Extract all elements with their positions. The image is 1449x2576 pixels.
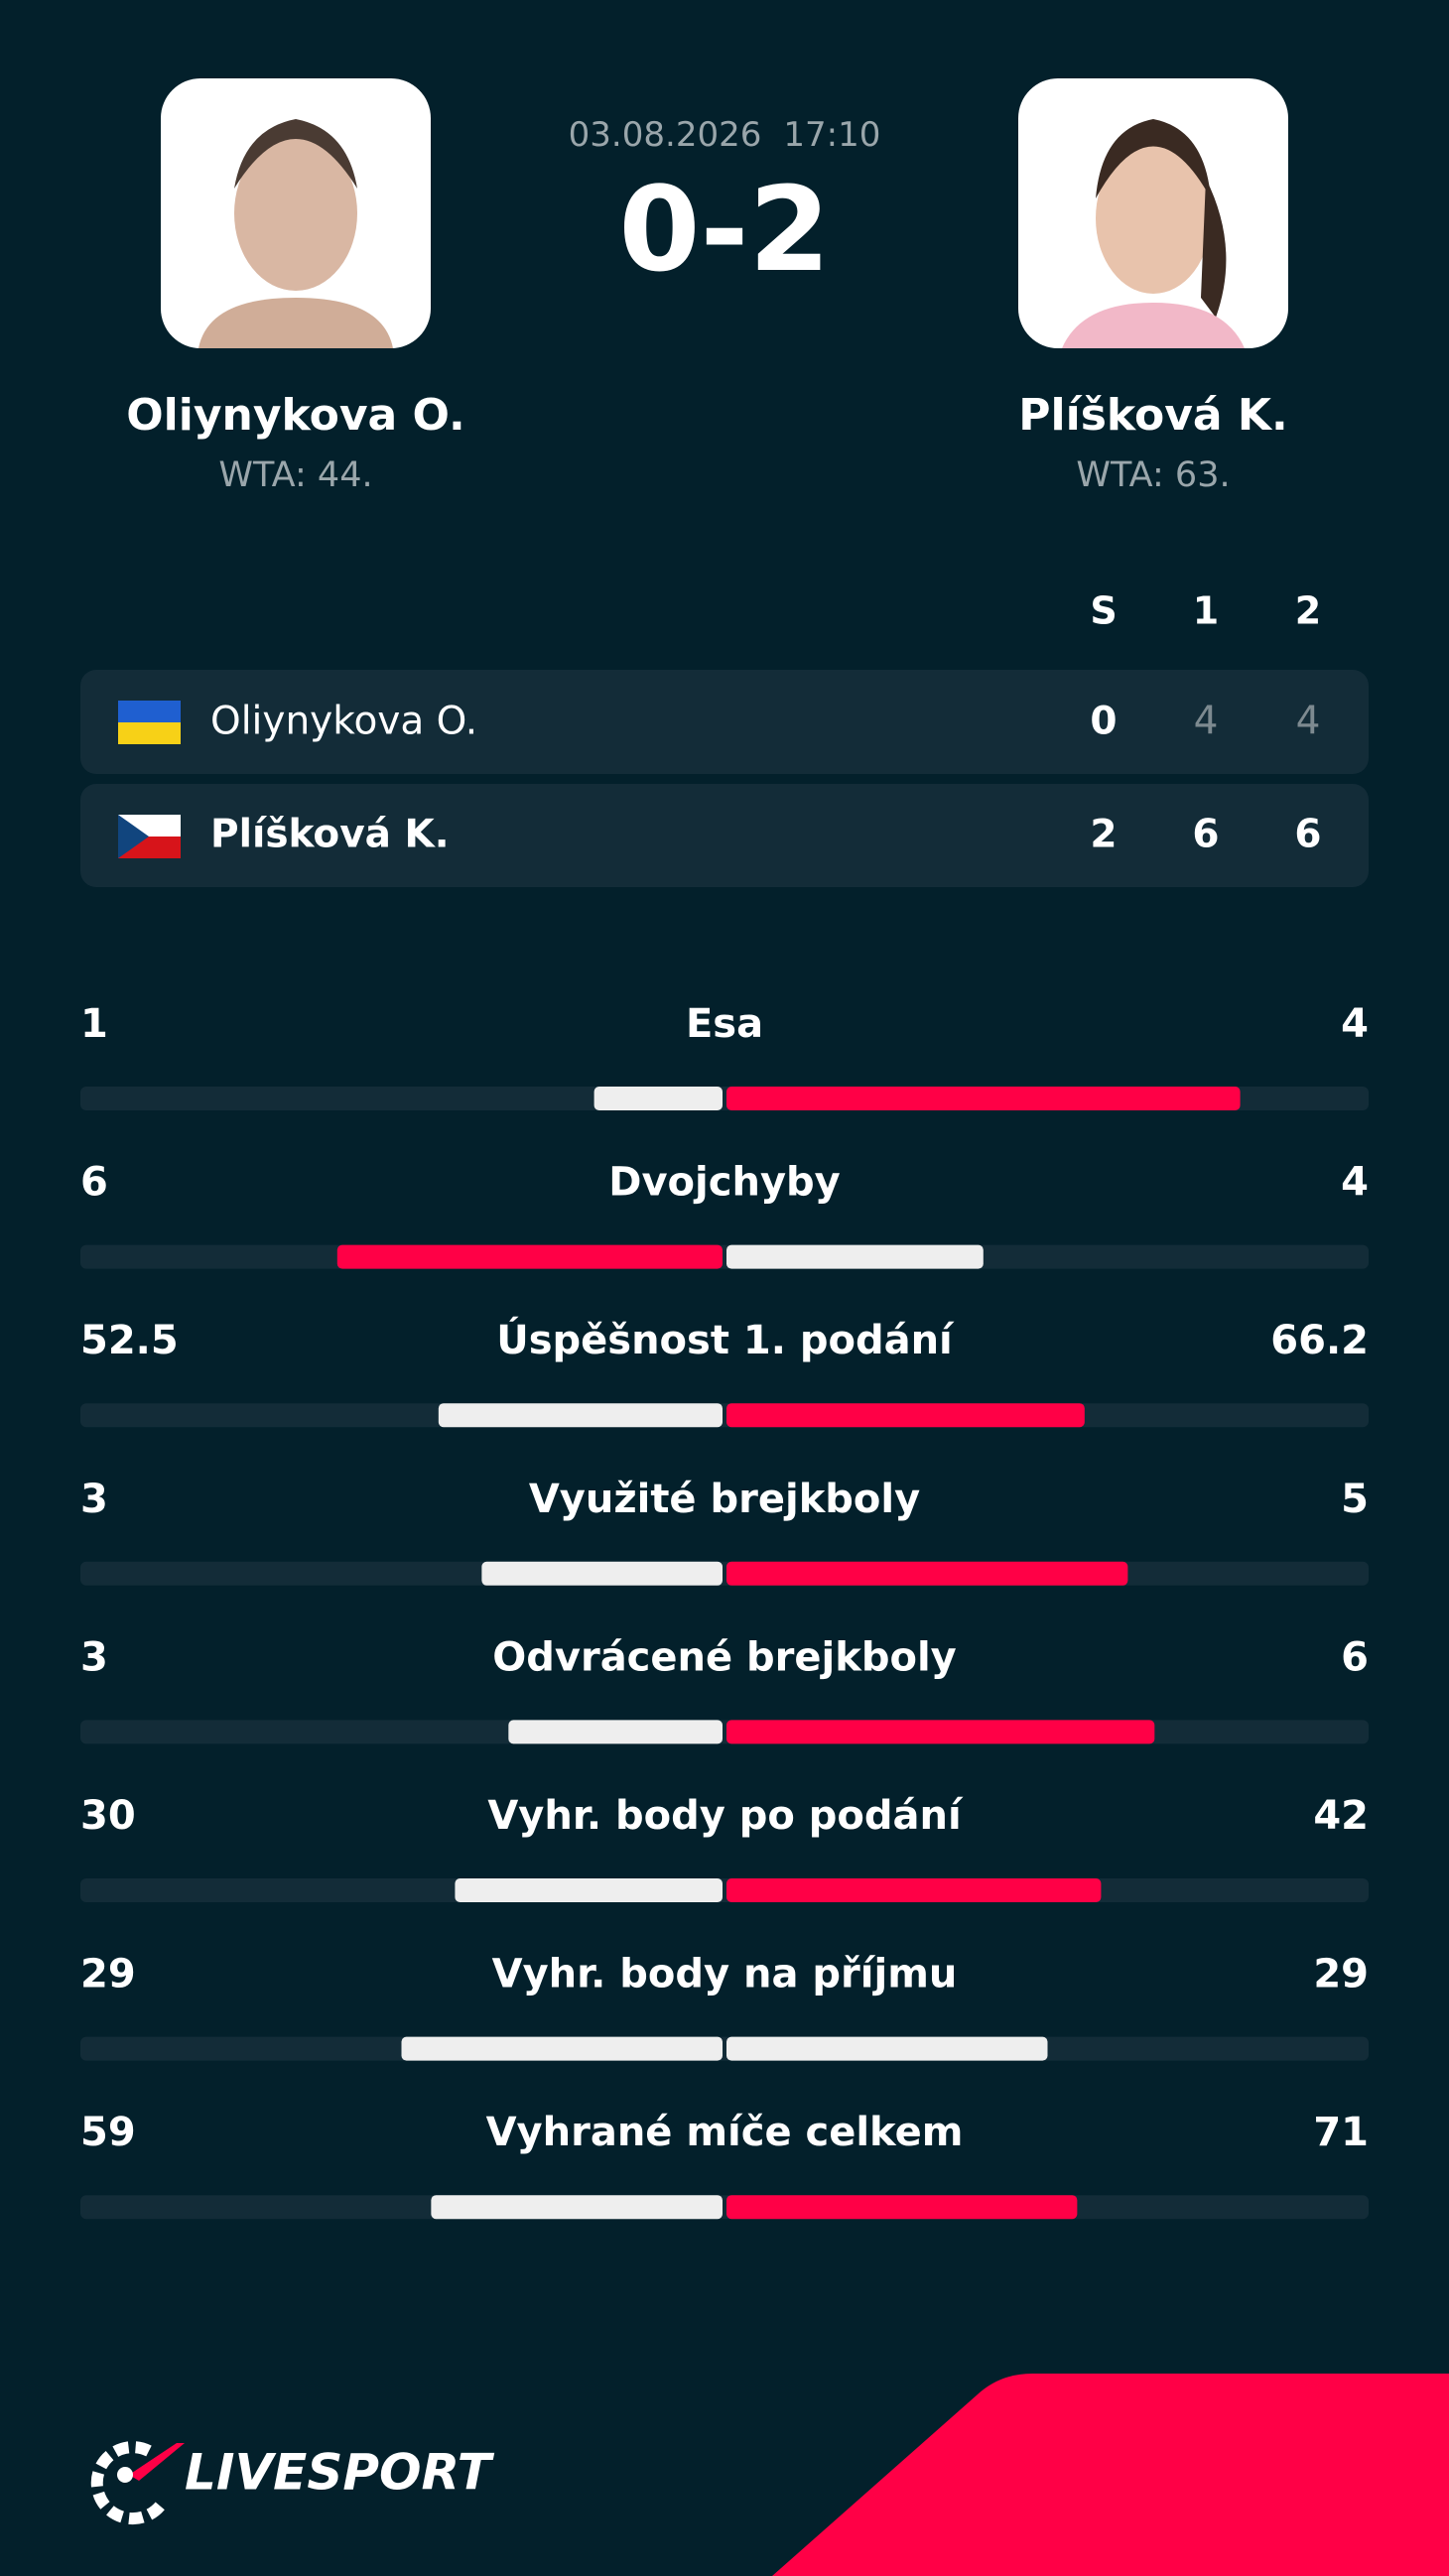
stat-label: Využité brejkboly <box>529 1477 920 1522</box>
set-score: 6 <box>1294 813 1321 857</box>
footer-accent <box>772 2374 1449 2576</box>
row-player-name: Plíšková K. <box>210 813 450 857</box>
bar-right <box>726 1087 1241 1110</box>
time: 17:10 <box>783 115 880 155</box>
player-rank: WTA: 63. <box>1076 455 1230 495</box>
stat-label: Vyhr. body na příjmu <box>492 1952 958 1997</box>
stat-value-left: 59 <box>80 2110 136 2155</box>
bar-right <box>726 1244 984 1269</box>
stat-value-left: 3 <box>80 1477 108 1522</box>
stat-label: Úspěšnost 1. podání <box>496 1316 955 1363</box>
player-rank: WTA: 44. <box>218 455 372 495</box>
stat-label: Dvojchyby <box>608 1160 840 1206</box>
stat-value-right: 6 <box>1341 1634 1369 1680</box>
bar-track <box>80 1403 1369 1428</box>
bar-left <box>508 1720 723 1744</box>
flag-ukraine <box>118 701 181 744</box>
stat-value-right: 66.2 <box>1270 1318 1369 1363</box>
bar-right <box>726 1403 1085 1428</box>
bar-right <box>726 2195 1078 2220</box>
player-photo <box>1018 78 1288 348</box>
column-header: 1 <box>1193 589 1219 633</box>
bar-track <box>80 1561 1369 1586</box>
bar-left <box>431 2195 723 2220</box>
bar-left <box>438 1403 723 1428</box>
match-date: 03.08.2026 17:10 <box>569 115 881 155</box>
bar-right <box>726 2036 1048 2061</box>
stat-label: Vyhr. body po podání <box>487 1793 964 1839</box>
stat-value-left: 3 <box>80 1634 108 1680</box>
set-score: 6 <box>1192 813 1219 857</box>
bar-track <box>80 1720 1369 1744</box>
player-name: Plíšková K. <box>1018 390 1287 441</box>
column-header: 2 <box>1295 589 1321 633</box>
stat-value-left: 29 <box>80 1952 136 1997</box>
bar-left <box>593 1087 723 1110</box>
flag-czech <box>118 815 181 858</box>
bar-track <box>80 2036 1369 2061</box>
stat-value-right: 4 <box>1341 1001 1369 1047</box>
brand-name: LIVESPORT <box>185 2444 495 2502</box>
bar-left <box>455 1878 723 1902</box>
score-row <box>80 784 1369 887</box>
stat-value-right: 42 <box>1313 1793 1369 1839</box>
match-score: 0-2 <box>618 161 830 298</box>
column-header: S <box>1090 589 1117 633</box>
player-name: Oliynykova O. <box>126 390 464 441</box>
stat-label: Esa <box>686 1001 763 1047</box>
date: 03.08.2026 <box>569 115 762 155</box>
set-score: 4 <box>1296 700 1321 744</box>
bar-right <box>726 1561 1128 1586</box>
stat-value-left: 52.5 <box>80 1318 179 1363</box>
stat-value-right: 71 <box>1313 2110 1369 2155</box>
set-score: 0 <box>1090 700 1117 744</box>
bar-left <box>481 1561 723 1586</box>
stat-label: Vyhrané míče celkem <box>486 2110 964 2155</box>
player-photo <box>161 78 431 348</box>
set-score: 4 <box>1194 700 1219 744</box>
row-player-name: Oliynykova O. <box>210 700 477 744</box>
stat-value-right: 29 <box>1313 1952 1369 1997</box>
bar-track <box>80 1244 1369 1269</box>
bar-track <box>80 2195 1369 2220</box>
bar-track <box>80 1878 1369 1902</box>
dynamic-content: S 1 2 Oliynykova O. 0 4 4 Plíšková K. 2 6 6 1 Esa 4 6 D… <box>80 589 1369 2220</box>
score-row <box>80 670 1369 774</box>
stat-value-left: 1 <box>80 1001 108 1047</box>
stat-value-left: 30 <box>80 1793 136 1839</box>
bar-right <box>726 1878 1102 1902</box>
brand-logo <box>90 2441 185 2525</box>
stat-value-right: 5 <box>1341 1477 1369 1522</box>
stat-value-left: 6 <box>80 1160 108 1206</box>
set-score: 2 <box>1090 813 1117 857</box>
bar-left <box>401 2036 723 2061</box>
bar-left <box>336 1244 723 1269</box>
bar-right <box>726 1720 1155 1744</box>
stat-value-right: 4 <box>1341 1160 1369 1206</box>
stat-label: Odvrácené brejkboly <box>492 1634 957 1680</box>
